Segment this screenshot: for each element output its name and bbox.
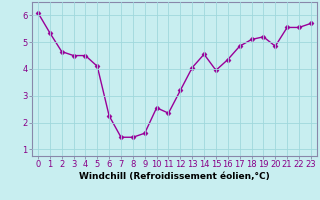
X-axis label: Windchill (Refroidissement éolien,°C): Windchill (Refroidissement éolien,°C) [79, 172, 270, 181]
